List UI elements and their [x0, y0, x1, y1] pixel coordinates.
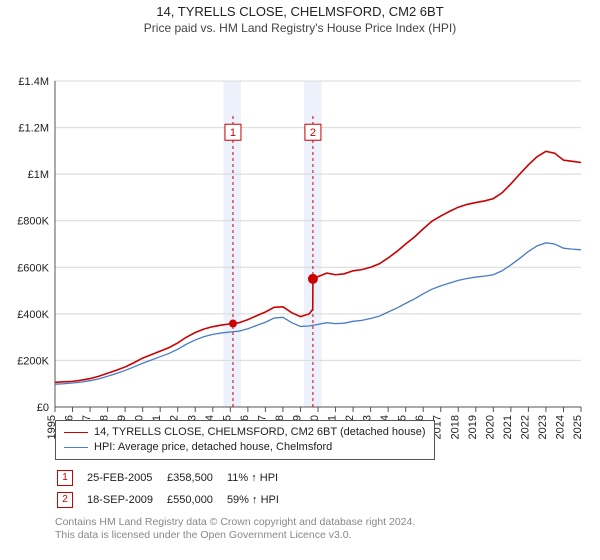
legend-row: 14, TYRELLS CLOSE, CHELMSFORD, CM2 6BT (…: [64, 425, 426, 440]
marker-vs-hpi: 11% ↑ HPI: [227, 468, 291, 488]
svg-text:2018: 2018: [449, 415, 461, 439]
legend-label: 14, TYRELLS CLOSE, CHELMSFORD, CM2 6BT (…: [94, 425, 426, 440]
legend-label: HPI: Average price, detached house, Chel…: [94, 440, 332, 455]
license-line-1: Contains HM Land Registry data © Crown c…: [55, 516, 415, 529]
marker-row: 2 18-SEP-2009£550,00059% ↑ HPI: [57, 490, 291, 510]
marker-table: 1 25-FEB-2005£358,50011% ↑ HPI 2 18-SEP-200…: [55, 466, 293, 512]
marker-id-box: 2: [57, 492, 73, 508]
chart-container: 14, TYRELLS CLOSE, CHELMSFORD, CM2 6BT P…: [0, 0, 600, 560]
svg-text:£600K: £600K: [17, 262, 49, 274]
svg-text:2020: 2020: [484, 415, 496, 439]
svg-text:2022: 2022: [519, 415, 531, 439]
svg-text:2025: 2025: [572, 415, 584, 439]
svg-text:2019: 2019: [467, 415, 479, 439]
svg-text:£800K: £800K: [17, 216, 49, 228]
chart-title: 14, TYRELLS CLOSE, CHELMSFORD, CM2 6BT: [0, 4, 600, 19]
svg-text:2021: 2021: [502, 415, 514, 439]
legend-row: HPI: Average price, detached house, Chel…: [64, 440, 426, 455]
license-text: Contains HM Land Registry data © Crown c…: [55, 516, 415, 542]
svg-text:£1.4M: £1.4M: [18, 76, 49, 88]
marker-date: 18-SEP-2009: [87, 490, 165, 510]
legend-swatch: [64, 432, 88, 433]
marker-price: £358,500: [167, 468, 225, 488]
svg-text:£200K: £200K: [17, 355, 49, 367]
svg-text:£400K: £400K: [17, 309, 49, 321]
svg-text:2024: 2024: [554, 415, 566, 439]
license-line-2: This data is licensed under the Open Gov…: [55, 529, 415, 542]
marker-date: 25-FEB-2005: [87, 468, 165, 488]
svg-text:£1M: £1M: [28, 169, 49, 181]
svg-text:2: 2: [310, 127, 316, 139]
title-block: 14, TYRELLS CLOSE, CHELMSFORD, CM2 6BT P…: [0, 0, 600, 35]
chart-plot: £0£200K£400K£600K£800K£1M£1.2M£1.4M19951…: [0, 35, 600, 453]
legend: 14, TYRELLS CLOSE, CHELMSFORD, CM2 6BT (…: [55, 420, 435, 460]
svg-text:1: 1: [230, 127, 236, 139]
marker-vs-hpi: 59% ↑ HPI: [227, 490, 291, 510]
marker-id-box: 1: [57, 470, 73, 486]
svg-text:£1.2M: £1.2M: [18, 123, 49, 135]
marker-row: 1 25-FEB-2005£358,50011% ↑ HPI: [57, 468, 291, 488]
svg-text:£0: £0: [37, 402, 49, 414]
marker-price: £550,000: [167, 490, 225, 510]
chart-subtitle: Price paid vs. HM Land Registry's House …: [0, 21, 600, 35]
legend-swatch: [64, 447, 88, 448]
svg-text:2023: 2023: [537, 415, 549, 439]
